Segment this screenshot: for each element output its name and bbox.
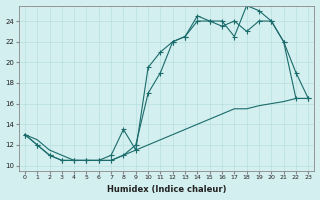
X-axis label: Humidex (Indice chaleur): Humidex (Indice chaleur) <box>107 185 226 194</box>
